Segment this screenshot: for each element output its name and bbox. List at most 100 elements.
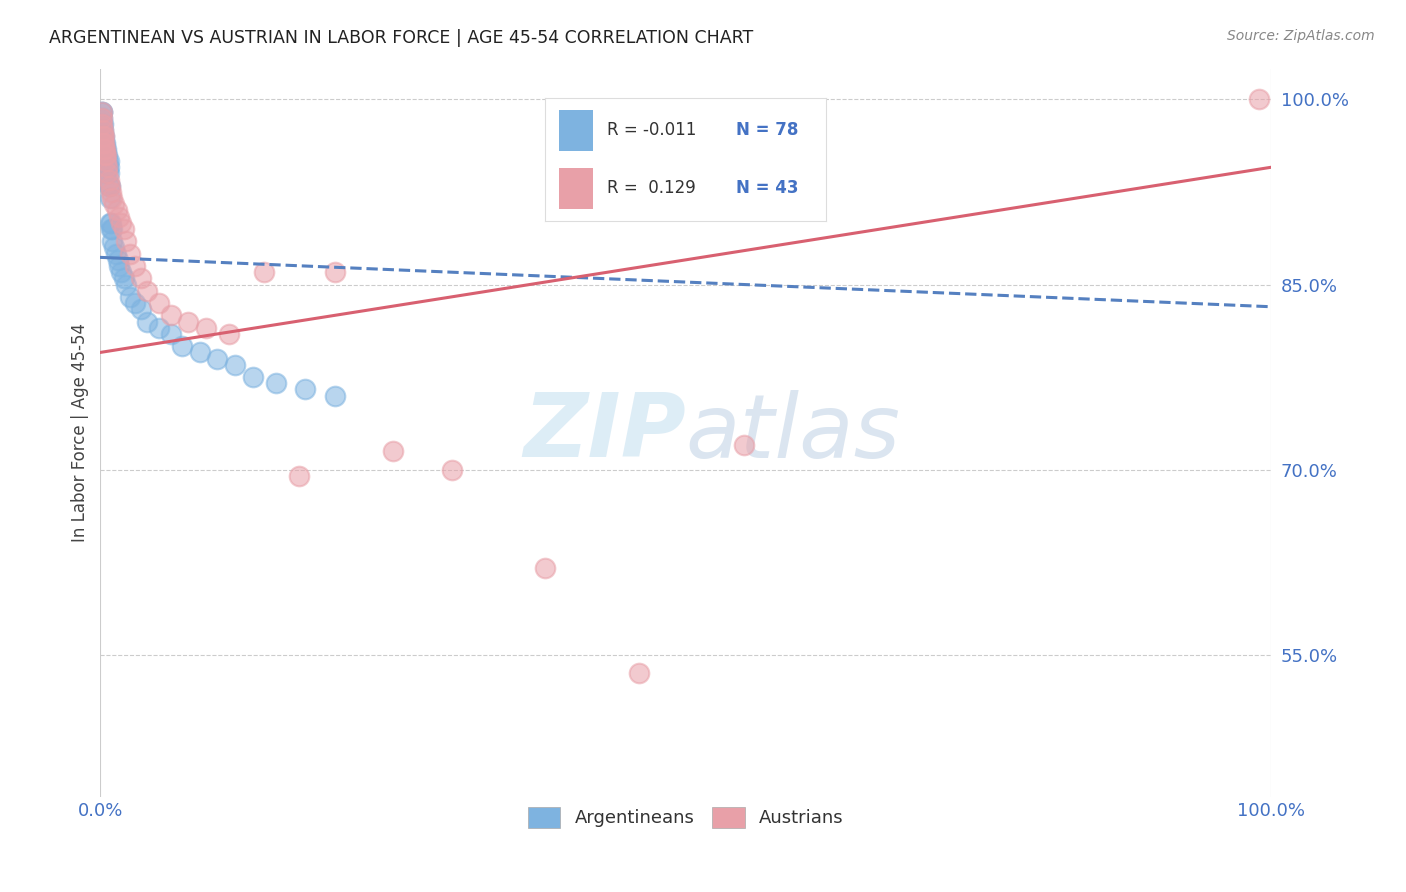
Point: [96, 148, 118, 162]
Point: [93, 148, 115, 162]
Point: [124, 296, 146, 310]
Point: [91, 136, 114, 150]
Text: Source: ZipAtlas.com: Source: ZipAtlas.com: [1227, 29, 1375, 43]
Point: [733, 438, 755, 452]
Point: [294, 383, 316, 397]
Point: [94, 154, 117, 169]
Point: [94, 136, 117, 150]
Point: [90, 104, 112, 119]
Point: [93, 154, 115, 169]
Point: [101, 222, 124, 236]
Point: [97, 161, 120, 175]
Point: [96, 166, 118, 180]
Point: [96, 161, 118, 175]
Point: [136, 284, 159, 298]
Point: [93, 142, 115, 156]
Point: [110, 265, 132, 279]
Point: [91, 129, 114, 144]
Point: [96, 166, 118, 180]
Point: [97, 154, 120, 169]
Point: [264, 376, 287, 391]
Point: [110, 216, 132, 230]
Point: [288, 468, 311, 483]
Point: [94, 142, 117, 156]
Point: [96, 161, 118, 175]
Text: ARGENTINEAN VS AUSTRIAN IN LABOR FORCE | AGE 45-54 CORRELATION CHART: ARGENTINEAN VS AUSTRIAN IN LABOR FORCE |…: [49, 29, 754, 46]
Point: [159, 326, 181, 341]
Point: [96, 154, 118, 169]
Point: [90, 111, 112, 125]
Point: [97, 166, 120, 180]
Point: [101, 235, 124, 249]
Point: [91, 129, 114, 144]
Point: [194, 320, 217, 334]
Point: [323, 265, 346, 279]
Point: [177, 314, 200, 328]
Point: [90, 104, 112, 119]
Point: [100, 222, 122, 236]
Point: [91, 148, 114, 162]
Point: [103, 240, 125, 254]
Point: [93, 136, 115, 150]
Point: [242, 370, 264, 384]
Legend: Argentineans, Austrians: Argentineans, Austrians: [520, 800, 851, 835]
Point: [96, 161, 118, 175]
Point: [93, 129, 115, 144]
Point: [90, 111, 112, 125]
Point: [98, 216, 121, 230]
Point: [90, 123, 112, 137]
Point: [382, 444, 405, 458]
Point: [97, 172, 120, 186]
Point: [93, 142, 115, 156]
Point: [94, 142, 117, 156]
Point: [93, 129, 115, 144]
Point: [207, 351, 229, 366]
Point: [253, 265, 276, 279]
Point: [115, 235, 138, 249]
Point: [118, 246, 141, 260]
Point: [107, 252, 129, 267]
Point: [101, 191, 124, 205]
Point: [91, 117, 114, 131]
Point: [136, 314, 159, 328]
Point: [188, 345, 211, 359]
Point: [90, 104, 112, 119]
Point: [96, 148, 118, 162]
Point: [108, 259, 131, 273]
Point: [159, 309, 181, 323]
Point: [91, 142, 114, 156]
Point: [91, 123, 114, 137]
Point: [93, 136, 115, 150]
Point: [98, 178, 121, 193]
Text: atlas: atlas: [686, 390, 901, 475]
Point: [112, 222, 135, 236]
Point: [98, 178, 121, 193]
Point: [94, 148, 117, 162]
Point: [131, 271, 153, 285]
Point: [91, 154, 114, 169]
Point: [108, 210, 131, 224]
Point: [627, 666, 650, 681]
Point: [96, 142, 118, 156]
Point: [115, 277, 138, 292]
Point: [323, 389, 346, 403]
Point: [98, 191, 121, 205]
Text: ZIP: ZIP: [523, 389, 686, 476]
Point: [96, 154, 118, 169]
Point: [96, 154, 118, 169]
Point: [100, 185, 122, 199]
Point: [105, 203, 128, 218]
Point: [96, 148, 118, 162]
Point: [90, 117, 112, 131]
Point: [100, 216, 122, 230]
Point: [148, 320, 170, 334]
Point: [224, 358, 246, 372]
Y-axis label: In Labor Force | Age 45-54: In Labor Force | Age 45-54: [72, 323, 89, 542]
Point: [148, 296, 170, 310]
Point: [218, 326, 240, 341]
Point: [91, 123, 114, 137]
Point: [94, 148, 117, 162]
Point: [440, 463, 463, 477]
Point: [124, 259, 146, 273]
Point: [97, 178, 120, 193]
